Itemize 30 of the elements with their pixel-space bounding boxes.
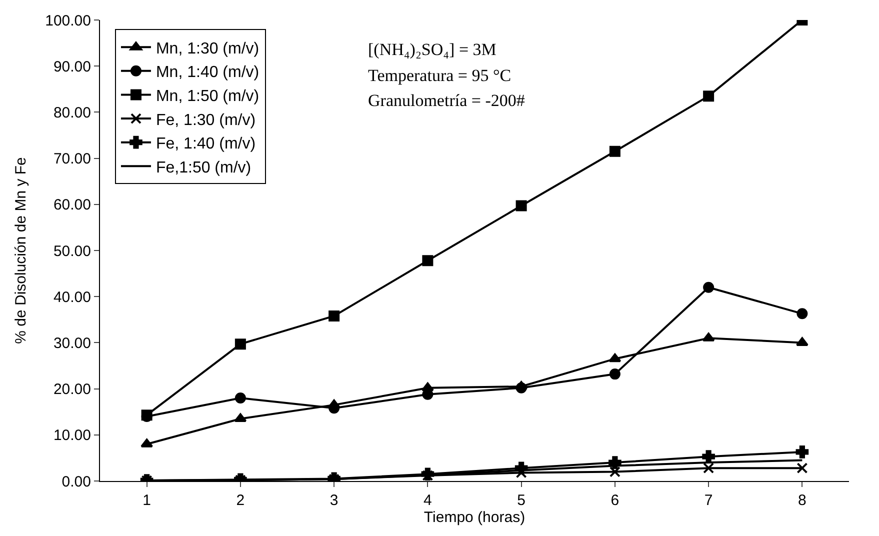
y-tick-label: 80.00 (53, 104, 91, 122)
y-tick-label: 0.00 (62, 473, 91, 490)
annotation: Temperatura = 95 °C (368, 66, 512, 85)
x-tick-label: 7 (704, 492, 713, 509)
y-axis-title: % de Disolución de Mn y Fe (12, 157, 30, 344)
y-tick-label: 20.00 (53, 381, 91, 398)
annotation: [(NH₄)₂SO₄] = 3M (368, 40, 496, 59)
y-tick-label: 90.00 (53, 58, 91, 76)
y-tick-label: 100.00 (45, 12, 91, 30)
y-tick-label: 70.00 (53, 150, 91, 168)
x-tick-label: 3 (330, 492, 338, 509)
legend-label: Mn, 1:50 (m/v) (156, 88, 260, 105)
x-tick-label: 5 (517, 492, 526, 509)
y-tick-label: 10.00 (53, 427, 91, 444)
y-tick-label: 40.00 (53, 288, 91, 306)
legend-label: Fe, 1:30 (m/v) (156, 112, 256, 129)
x-tick-label: 8 (798, 492, 806, 509)
x-tick-label: 4 (424, 492, 432, 509)
annotation: Granulometría = -200# (368, 91, 526, 110)
x-tick-label: 2 (236, 492, 245, 509)
y-tick-label: 30.00 (53, 334, 91, 352)
legend-label: Mn, 1:30 (m/v) (156, 40, 260, 58)
legend-label: Mn, 1:40 (m/v) (156, 64, 260, 82)
legend-label: Fe,1:50 (m/v) (156, 159, 252, 176)
y-tick-label: 60.00 (53, 196, 91, 214)
x-tick-label: 1 (142, 492, 151, 509)
x-tick-label: 6 (610, 492, 620, 509)
legend-label: Fe, 1:40 (m/v) (156, 136, 256, 153)
y-tick-label: 50.00 (53, 242, 91, 260)
x-axis-title: Tiempo (horas) (424, 509, 526, 526)
